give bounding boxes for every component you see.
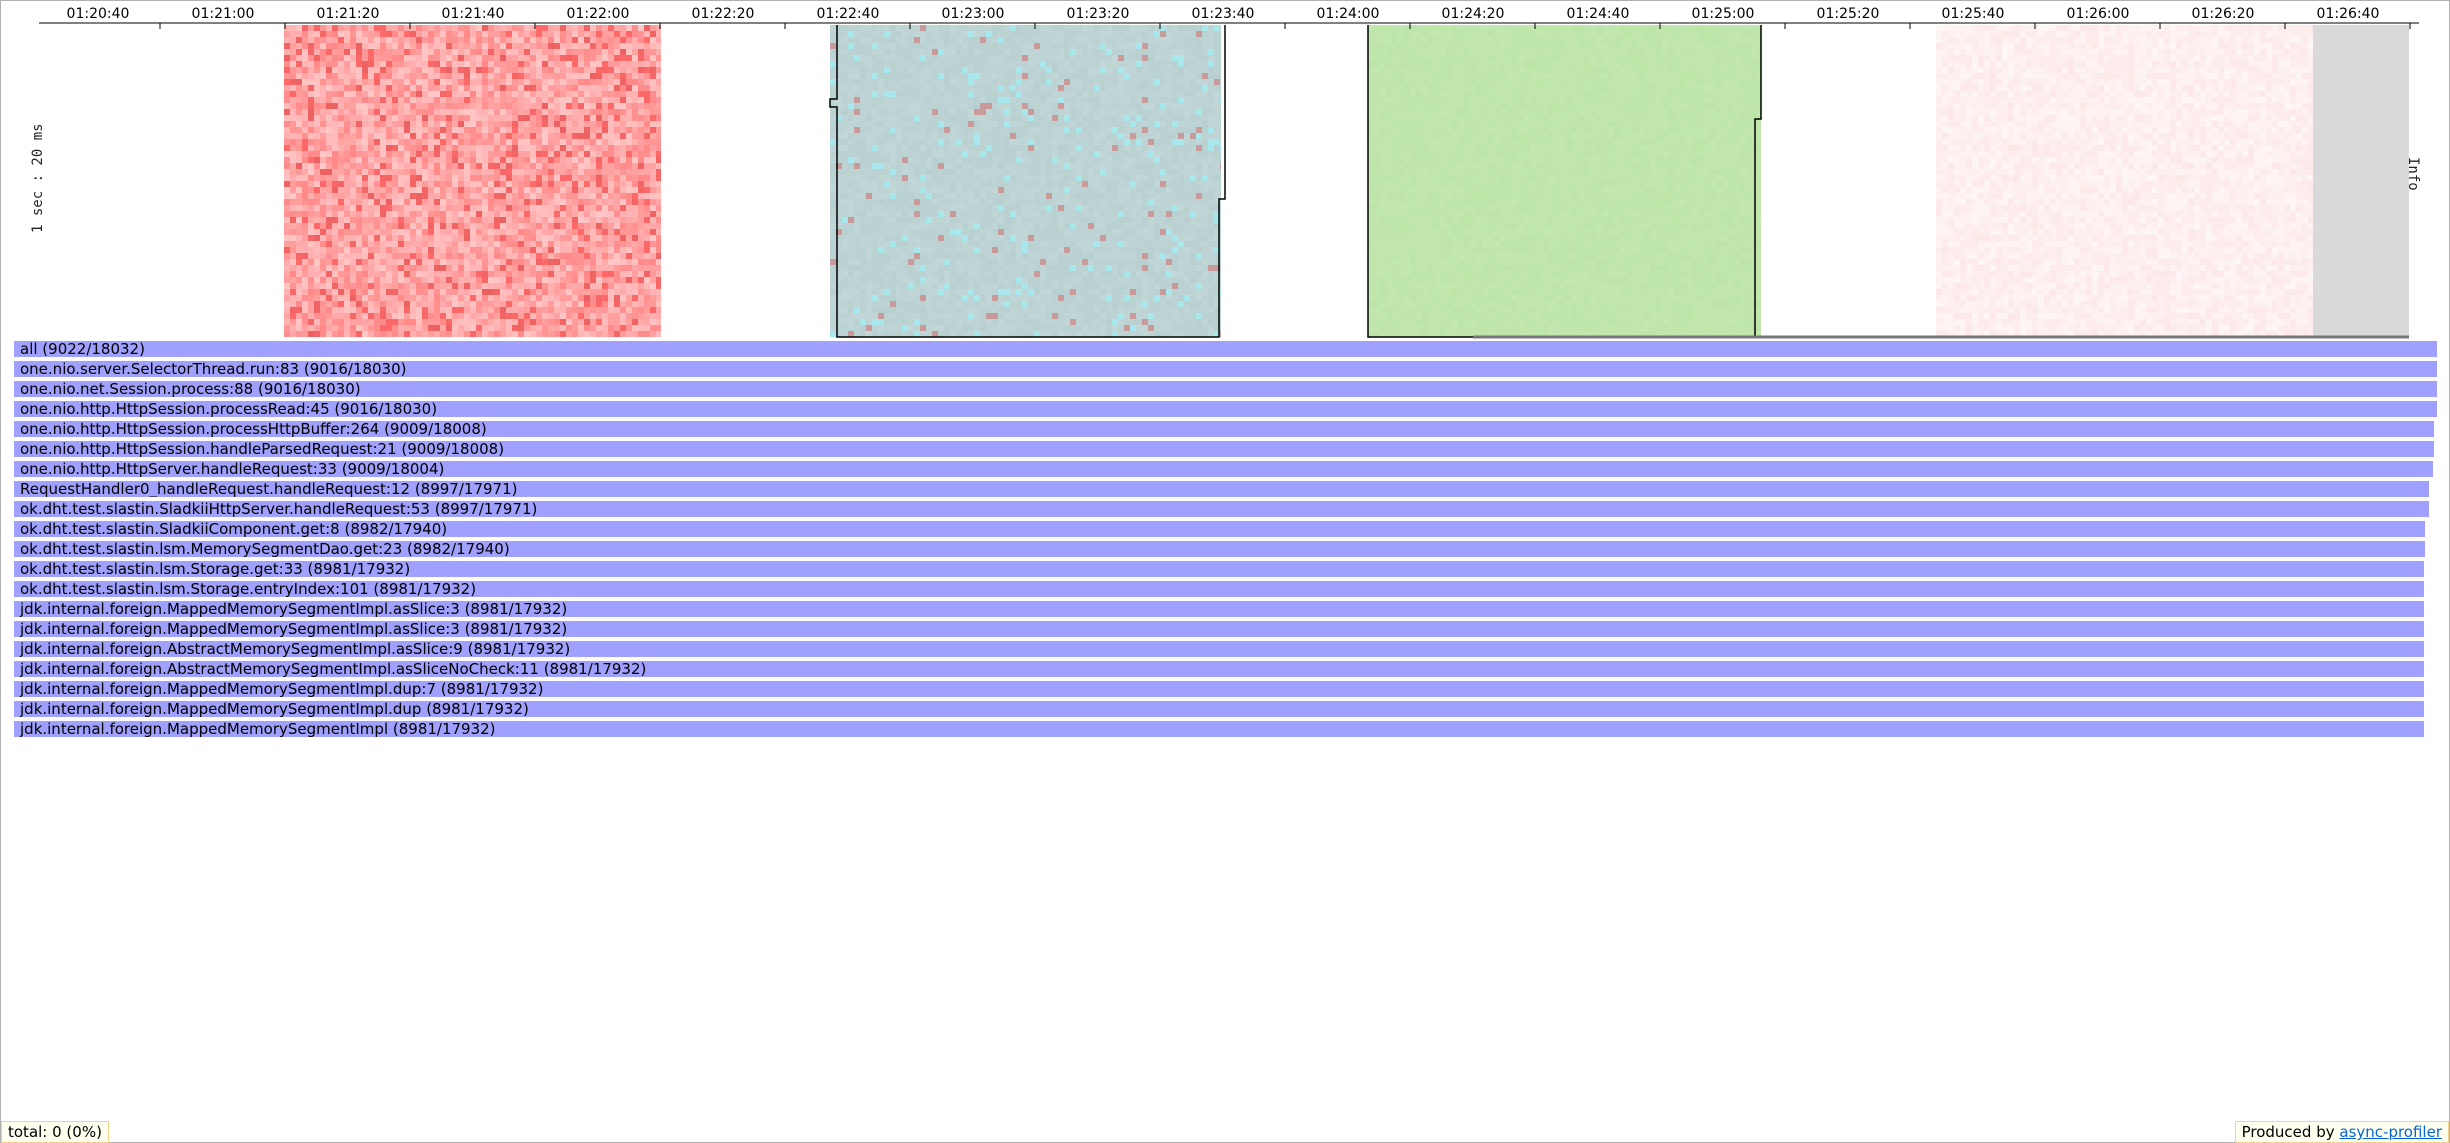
flame-frame[interactable]: ok.dht.test.slastin.lsm.Storage.entryInd… — [13, 580, 2425, 598]
flame-frame[interactable]: ok.dht.test.slastin.lsm.Storage.get:33 (… — [13, 560, 2425, 578]
time-tick-label: 01:24:40 — [1567, 6, 1630, 22]
flame-frame[interactable]: ok.dht.test.slastin.lsm.MemorySegmentDao… — [13, 540, 2426, 558]
flame-frame[interactable]: jdk.internal.foreign.MappedMemorySegment… — [13, 680, 2425, 698]
time-tick-label: 01:25:40 — [1942, 6, 2005, 22]
heatmap-block[interactable] — [1368, 25, 1761, 337]
time-tick-label: 01:22:00 — [567, 6, 630, 22]
heatmap-block[interactable] — [830, 25, 1221, 337]
flame-frame[interactable]: one.nio.http.HttpServer.handleRequest:33… — [13, 460, 2434, 478]
flame-frame[interactable]: jdk.internal.foreign.MappedMemorySegment… — [13, 720, 2425, 738]
vertical-scale-label: 1 sec : 20 ms — [30, 123, 46, 233]
async-profiler-link[interactable]: async-profiler — [2339, 1123, 2442, 1141]
flame-frame[interactable]: ok.dht.test.slastin.SladkiiHttpServer.ha… — [13, 500, 2430, 518]
flame-frame[interactable]: one.nio.http.HttpSession.handleParsedReq… — [13, 440, 2435, 458]
time-tick-label: 01:22:40 — [817, 6, 880, 22]
produced-by-badge: Produced by async-profiler — [2234, 1121, 2449, 1143]
time-axis: 01:20:40 01:21:00 01:21:20 01:21:40 01:22:00… — [67, 6, 2411, 29]
heatmap-outline — [1367, 25, 1762, 338]
flame-frame[interactable]: one.nio.server.SelectorThread.run:83 (90… — [13, 360, 2438, 378]
info-label: Info — [2405, 157, 2421, 191]
total-text: total: 0 (0%) — [8, 1123, 102, 1141]
produced-by-text: Produced by — [2241, 1123, 2335, 1141]
heatmap-block[interactable] — [284, 25, 661, 337]
flame-frame[interactable]: one.nio.http.HttpSession.processRead:45 … — [13, 400, 2438, 418]
flame-frame[interactable]: jdk.internal.foreign.AbstractMemorySegme… — [13, 660, 2425, 678]
time-tick-label: 01:20:40 — [67, 6, 130, 22]
flame-frame[interactable]: ok.dht.test.slastin.SladkiiComponent.get… — [13, 520, 2426, 538]
heatmap-outline — [829, 25, 1226, 338]
time-tick-label: 01:26:00 — [2067, 6, 2130, 22]
time-tick-label: 01:21:20 — [317, 6, 380, 22]
time-tick-label: 01:24:20 — [1442, 6, 1505, 22]
time-tick-label: 01:23:40 — [1192, 6, 1255, 22]
flame-frame[interactable]: jdk.internal.foreign.MappedMemorySegment… — [13, 620, 2425, 638]
flame-frame[interactable]: jdk.internal.foreign.AbstractMemorySegme… — [13, 640, 2425, 658]
heatmap-timeline[interactable]: 01:20:40 01:21:00 01:21:20 01:21:40 01:22:00… — [1, 1, 2449, 341]
time-tick-label: 01:23:00 — [942, 6, 1005, 22]
time-tick-label: 01:24:00 — [1317, 6, 1380, 22]
time-tick-label: 01:25:20 — [1817, 6, 1880, 22]
flame-frame[interactable]: jdk.internal.foreign.MappedMemorySegment… — [13, 600, 2425, 618]
time-tick-label: 01:21:40 — [442, 6, 505, 22]
time-tick-label: 01:22:20 — [692, 6, 755, 22]
time-tick-label: 01:21:00 — [192, 6, 255, 22]
time-tick-label: 01:26:20 — [2192, 6, 2255, 22]
heatmap-outlines — [829, 25, 2409, 339]
time-tick-label: 01:25:00 — [1692, 6, 1755, 22]
total-status: total: 0 (0%) — [1, 1121, 109, 1143]
flame-frame[interactable]: one.nio.net.Session.process:88 (9016/180… — [13, 380, 2438, 398]
flame-frame[interactable]: jdk.internal.foreign.MappedMemorySegment… — [13, 700, 2425, 718]
time-tick-label: 01:26:40 — [2317, 6, 2380, 22]
flame-frame[interactable]: all (9022/18032) — [13, 340, 2438, 358]
heatmap-cells[interactable] — [284, 25, 2409, 337]
heatmap-block[interactable] — [1936, 25, 2313, 337]
flame-frame[interactable]: one.nio.http.HttpSession.processHttpBuff… — [13, 420, 2435, 438]
flame-frame[interactable]: RequestHandler0_handleRequest.handleRequ… — [13, 480, 2430, 498]
heatmap-block[interactable] — [2313, 25, 2409, 337]
time-tick-label: 01:23:20 — [1067, 6, 1130, 22]
